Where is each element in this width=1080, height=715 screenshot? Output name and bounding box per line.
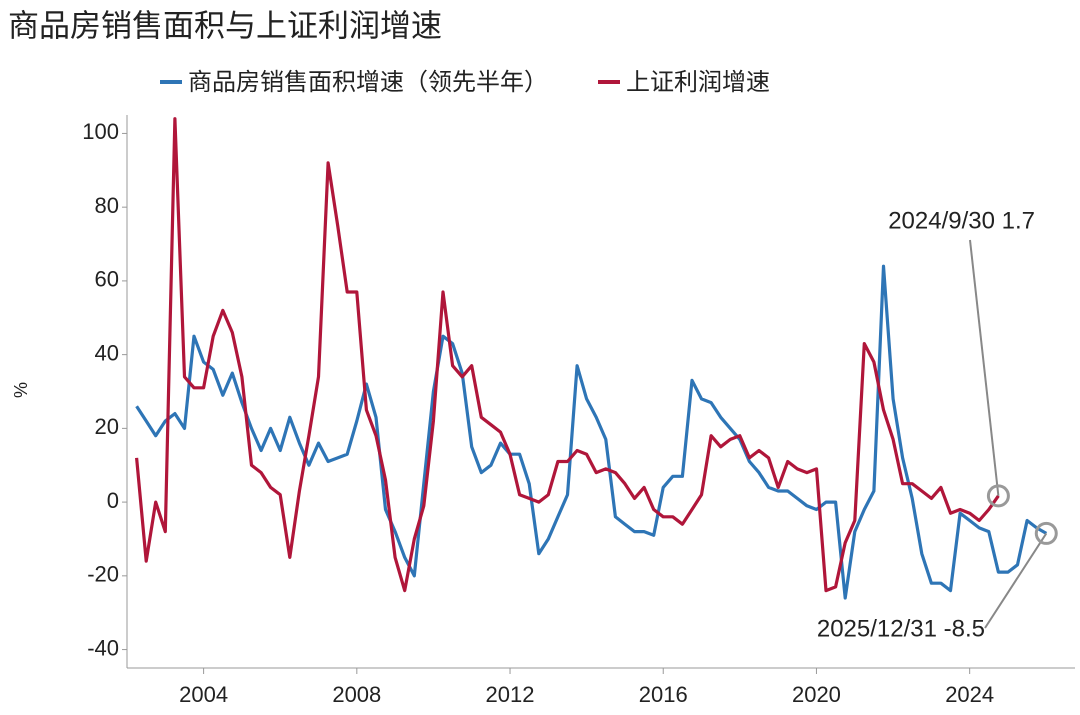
x-tick-label: 2020 [792, 682, 841, 707]
x-tick-label: 2016 [639, 682, 688, 707]
line-series [135, 117, 1000, 593]
y-axis-label: % [11, 382, 31, 398]
y-tick-label: 80 [95, 193, 119, 218]
y-tick-label: 100 [82, 119, 119, 144]
line-series [135, 264, 1048, 600]
x-tick-label: 2008 [332, 682, 381, 707]
x-tick-label: 2004 [179, 682, 228, 707]
y-tick-label: -40 [87, 635, 119, 660]
annotation-leader [969, 239, 1000, 496]
x-tick-label: 2012 [486, 682, 535, 707]
chart-title: 商品房销售面积与上证利润增速 [8, 9, 442, 45]
annotation: 2024/9/30 1.7 [888, 207, 1035, 234]
y-tick-label: -20 [87, 562, 119, 587]
legend-label: 上证利润增速 [626, 68, 770, 96]
y-tick-label: 40 [95, 340, 119, 365]
annotation-marker [1034, 521, 1058, 545]
y-tick-label: 60 [95, 267, 119, 292]
x-tick-label: 2024 [945, 682, 994, 707]
legend-label: 商品房销售面积增速（领先半年） [188, 68, 548, 96]
y-tick-label: 20 [95, 414, 119, 439]
annotation-leader [984, 532, 1048, 629]
annotation-marker [986, 484, 1010, 508]
y-tick-label: 0 [107, 488, 119, 513]
annotation: 2025/12/31 -8.5 [817, 615, 985, 642]
